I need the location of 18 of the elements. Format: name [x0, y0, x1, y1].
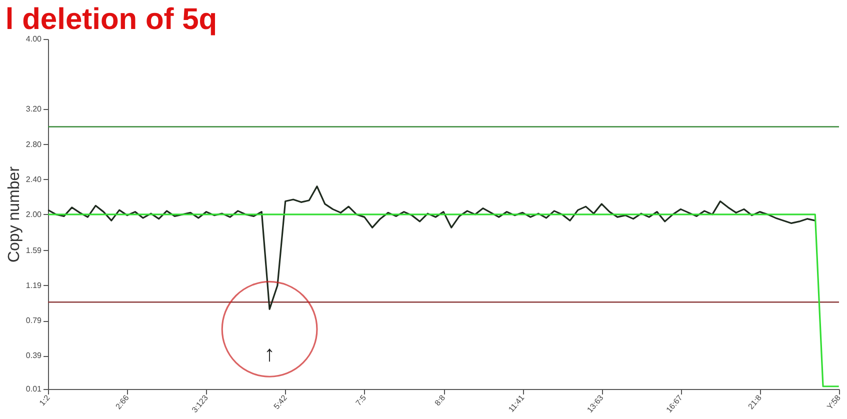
x-tick-label: 1:2 [38, 392, 52, 408]
y-axis-title: Copy number [6, 166, 23, 263]
y-tick-label: 2.80 [26, 140, 42, 149]
x-tick-label: Y:58 [825, 392, 843, 412]
x-tick-label: 8:8 [433, 392, 448, 408]
line-series [47, 186, 816, 310]
y-tick-label: 0.01 [26, 384, 42, 394]
x-tick-label: 7:5 [354, 392, 368, 408]
y-tick-label: 0.79 [26, 316, 42, 326]
y-tick-label: 4.00 [26, 34, 42, 44]
y-tick-label: 2.00 [26, 210, 42, 219]
y-tick-label: 2.40 [26, 174, 42, 184]
y-tick-label: 1.59 [26, 246, 42, 255]
y-tick-label: 3.20 [26, 104, 42, 114]
y-tick-label: 0.39 [26, 351, 42, 360]
annotation: ↑ [264, 341, 276, 366]
y-tick-label: 1.19 [26, 280, 42, 290]
chart-title: l deletion of 5q [5, 3, 218, 36]
